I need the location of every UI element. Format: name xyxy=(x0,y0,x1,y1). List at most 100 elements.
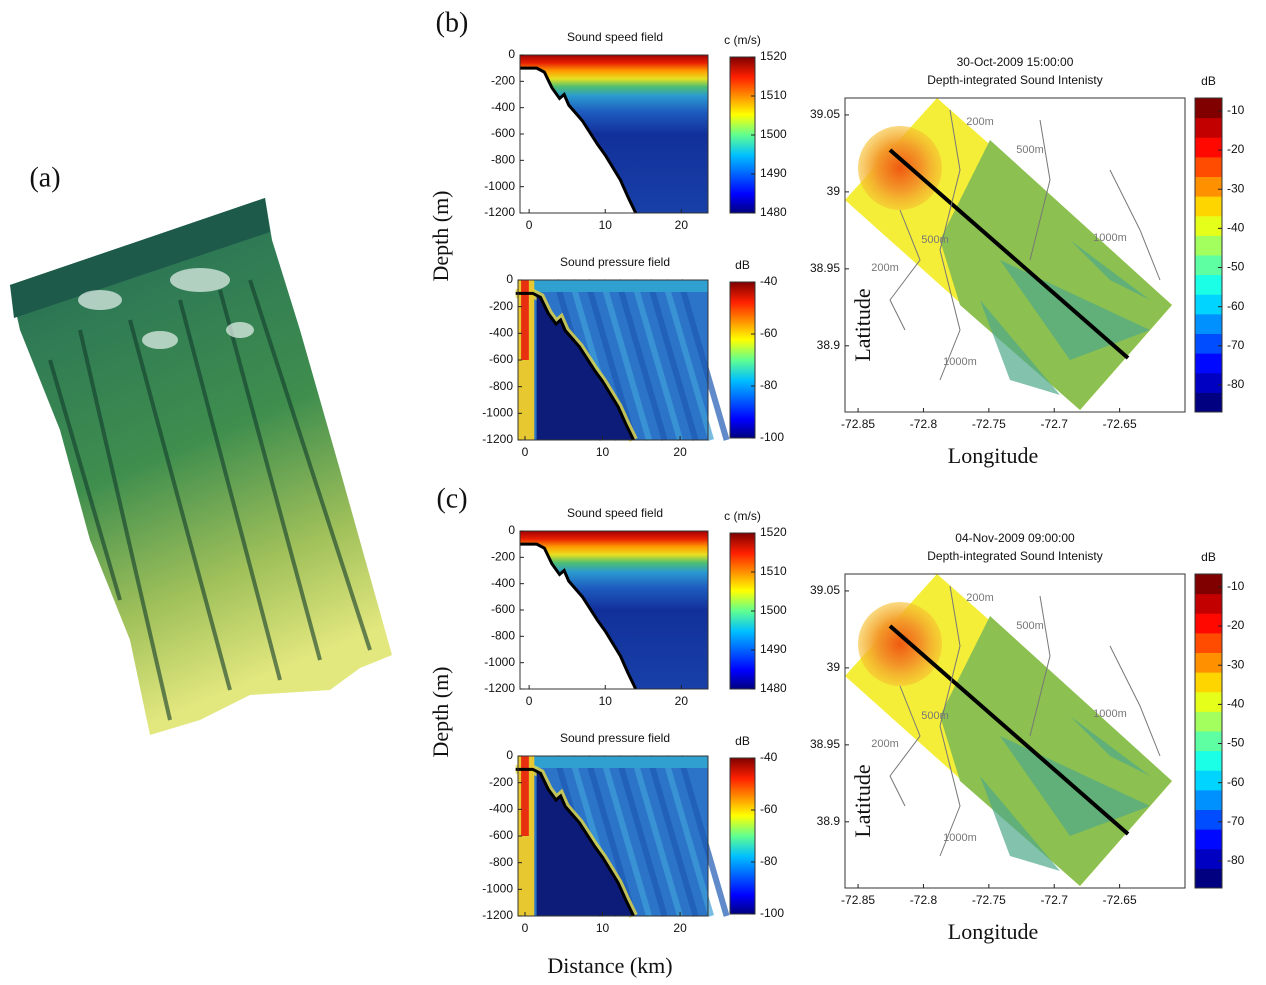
intensity-hotspot xyxy=(858,126,942,210)
contour xyxy=(1109,645,1161,757)
colorbar-band xyxy=(1195,196,1222,217)
colorbar-label: c (m/s) xyxy=(724,509,761,523)
colorbar-tick-label: -80 xyxy=(1227,853,1245,867)
contour-label: 1000m xyxy=(1093,708,1127,720)
transect xyxy=(888,624,1130,836)
x-axis-label: Longitude xyxy=(948,443,1038,468)
seafloor xyxy=(520,544,636,689)
x-tick-label: 20 xyxy=(673,921,687,935)
contour-label: 500m xyxy=(921,234,949,246)
colorbar-tick-label: -20 xyxy=(1227,618,1245,632)
colorbar-frame xyxy=(729,757,756,915)
colorbar-band xyxy=(1195,750,1222,771)
colorbar-label: dB xyxy=(1201,550,1216,564)
y-tick-label: -1000 xyxy=(484,655,515,669)
subplot-title: Sound speed field xyxy=(567,30,663,44)
subplot-title: Sound pressure field xyxy=(560,255,670,269)
y-tick-label: -600 xyxy=(491,602,515,616)
intensity-wedge xyxy=(980,300,1060,395)
y-tick-label: 38.95 xyxy=(810,261,840,275)
source-column-hot xyxy=(521,280,529,360)
colorbar-tick-label: -40 xyxy=(1227,697,1245,711)
x-tick-label: 10 xyxy=(599,218,613,232)
x-tick-label: 0 xyxy=(522,921,529,935)
pressure-band xyxy=(646,755,699,917)
colorbar-band xyxy=(1195,353,1222,374)
y-tick-label: -600 xyxy=(489,352,513,366)
colorbar-tick-label: -60 xyxy=(1227,299,1245,313)
y-tick-label: -400 xyxy=(491,100,515,114)
colorbar-gradient xyxy=(730,758,755,914)
y-tick-label: -600 xyxy=(489,828,513,842)
contour-label: 500m xyxy=(1016,620,1044,632)
y-tick-label: 0 xyxy=(508,523,515,537)
pressure-band xyxy=(661,755,714,917)
map-subtitle: Depth-integrated Sound Intenisty xyxy=(927,549,1102,563)
transect xyxy=(888,148,1130,360)
colorbar-tick-label: -40 xyxy=(760,750,778,764)
colorbar-tick-label: 1490 xyxy=(760,642,787,656)
x-tick-label: 10 xyxy=(596,921,610,935)
colorbar-tick-label: -60 xyxy=(760,802,778,816)
colorbar-tick-label: -20 xyxy=(1227,142,1245,156)
colorbar-tick-label: -50 xyxy=(1227,260,1245,274)
colorbar-tick-label: -80 xyxy=(1227,377,1245,391)
y-tick-label: -1200 xyxy=(484,205,515,219)
contour-label: 1000m xyxy=(943,356,977,368)
intensity-green xyxy=(940,616,1172,886)
contour-label: 1000m xyxy=(1093,232,1127,244)
plot-frame xyxy=(844,573,1186,889)
colorbar-band xyxy=(1195,156,1222,177)
x-tick-label: -72.85 xyxy=(841,417,875,431)
map-title: 30-Oct-2009 15:00:00 xyxy=(957,55,1074,69)
plot-frame xyxy=(844,97,1186,413)
y-axis-label: Latitude xyxy=(850,288,875,361)
colorbar-tick-label: 1500 xyxy=(760,603,787,617)
x-tick-label: -72.75 xyxy=(972,893,1006,907)
subplot-title: Sound pressure field xyxy=(560,731,670,745)
colorbar-frame xyxy=(1194,573,1223,889)
colorbar-band xyxy=(1195,392,1222,413)
colorbar-band xyxy=(1195,868,1222,889)
colorbar-band xyxy=(1195,372,1222,393)
colorbar-label: c (m/s) xyxy=(724,33,761,47)
y-tick-label: -400 xyxy=(489,326,513,340)
x-tick-label: 10 xyxy=(599,694,613,708)
y-tick-label: 38.95 xyxy=(810,737,840,751)
map-subtitle: Depth-integrated Sound Intenisty xyxy=(927,73,1102,87)
y-tick-label: -1000 xyxy=(482,406,513,420)
colorbar-band xyxy=(1195,215,1222,236)
colorbar-band xyxy=(1195,652,1222,673)
y-tick-label: 0 xyxy=(506,748,513,762)
y-tick-label: 0 xyxy=(506,272,513,286)
pressure-band xyxy=(630,279,683,441)
pressure-band xyxy=(615,755,668,917)
contour-label: 200m xyxy=(966,592,994,604)
source-column-hot xyxy=(521,756,529,836)
y-tick-label: -200 xyxy=(491,74,515,88)
colorbar-band xyxy=(1195,574,1222,595)
pressure-band xyxy=(661,279,714,441)
seafloor-line xyxy=(520,66,638,214)
colorbar-band xyxy=(1195,255,1222,276)
panel-label: (c) xyxy=(436,483,467,514)
colorbar-band xyxy=(1195,117,1222,138)
pressure-band xyxy=(677,279,730,441)
depth-label: Depth (m) xyxy=(428,666,453,757)
intensity-wedge xyxy=(1070,240,1150,300)
contour xyxy=(1029,119,1051,261)
y-tick-label: -800 xyxy=(489,379,513,393)
y-tick-label: -1200 xyxy=(482,908,513,922)
x-tick-label: -72.65 xyxy=(1103,417,1137,431)
seafloor xyxy=(520,68,636,214)
colorbar-frame xyxy=(729,281,756,439)
subplot-title: Sound speed field xyxy=(567,506,663,520)
y-tick-label: -800 xyxy=(491,153,515,167)
colorbar-tick-label: -80 xyxy=(760,378,778,392)
colorbar-gradient xyxy=(730,282,755,438)
x-axis-label: Distance (km) xyxy=(547,953,672,978)
colorbar-band xyxy=(1195,829,1222,850)
pressure-band xyxy=(615,279,668,441)
colorbar-band xyxy=(1195,770,1222,791)
